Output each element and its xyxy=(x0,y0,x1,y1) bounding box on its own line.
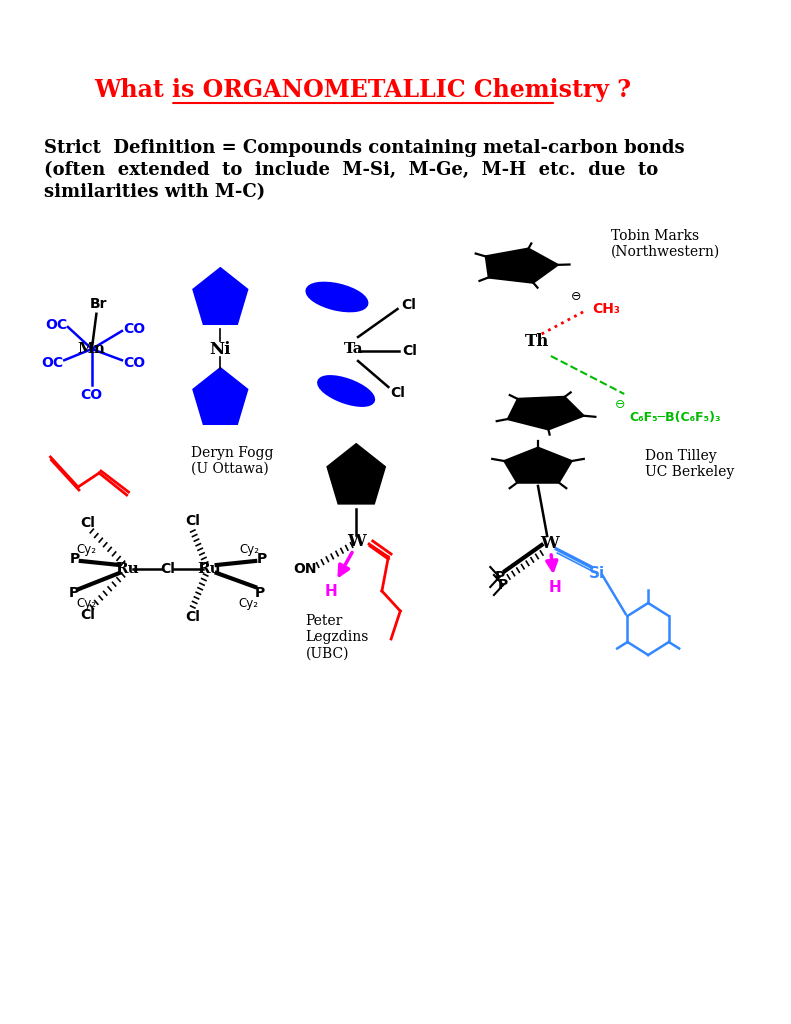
Text: Ru: Ru xyxy=(115,562,138,575)
Text: Cl: Cl xyxy=(402,344,417,358)
Text: CO: CO xyxy=(81,388,103,402)
Text: Ru: Ru xyxy=(198,562,221,575)
Polygon shape xyxy=(194,369,247,423)
Text: H: H xyxy=(324,585,337,599)
Text: P: P xyxy=(70,552,81,566)
Text: Cy₂: Cy₂ xyxy=(76,543,97,555)
Text: Mn: Mn xyxy=(78,342,106,356)
Text: Br: Br xyxy=(89,297,107,311)
Text: Cy₂: Cy₂ xyxy=(238,597,258,609)
Text: What is ORGANOMETALLIC Chemistry ?: What is ORGANOMETALLIC Chemistry ? xyxy=(95,78,632,102)
Text: H: H xyxy=(548,580,561,595)
Polygon shape xyxy=(509,397,583,429)
Text: Cy₂: Cy₂ xyxy=(240,543,259,555)
Text: P: P xyxy=(256,552,267,566)
Text: Cl: Cl xyxy=(401,298,416,312)
Text: OC: OC xyxy=(41,356,63,371)
Text: P: P xyxy=(255,586,265,600)
Text: Cl: Cl xyxy=(81,608,96,622)
Text: Tobin Marks
(Northwestern): Tobin Marks (Northwestern) xyxy=(611,229,720,259)
Text: CO: CO xyxy=(123,322,146,336)
Text: C₆F₅─B(C₆F₅)₃: C₆F₅─B(C₆F₅)₃ xyxy=(629,411,721,424)
Text: CO: CO xyxy=(123,356,146,371)
Text: Deryn Fogg
(U Ottawa): Deryn Fogg (U Ottawa) xyxy=(191,445,274,476)
Text: ON: ON xyxy=(293,562,316,575)
Text: Ni: Ni xyxy=(210,341,231,357)
Text: Cl: Cl xyxy=(161,562,176,575)
Text: CH₃: CH₃ xyxy=(592,302,620,316)
Text: Strict  Definition = Compounds containing metal-carbon bonds: Strict Definition = Compounds containing… xyxy=(44,139,685,157)
Ellipse shape xyxy=(307,284,367,310)
Text: Peter
Legzdins
(UBC): Peter Legzdins (UBC) xyxy=(305,613,369,660)
Text: P: P xyxy=(498,578,509,592)
Text: ⊖: ⊖ xyxy=(570,291,581,303)
Polygon shape xyxy=(505,449,571,482)
Text: W: W xyxy=(346,534,365,551)
Text: Si: Si xyxy=(589,565,605,581)
Text: Ta: Ta xyxy=(343,342,363,356)
Polygon shape xyxy=(328,445,384,503)
Text: Th: Th xyxy=(525,333,549,349)
Text: W: W xyxy=(539,536,558,553)
Text: (often  extended  to  include  M-Si,  M-Ge,  M-H  etc.  due  to: (often extended to include M-Si, M-Ge, M… xyxy=(44,161,658,179)
Text: OC: OC xyxy=(45,318,67,332)
Text: Cl: Cl xyxy=(185,610,200,624)
Text: Don Tilley
UC Berkeley: Don Tilley UC Berkeley xyxy=(645,449,735,479)
Text: Cy₂: Cy₂ xyxy=(76,597,97,609)
Text: Cl: Cl xyxy=(390,386,405,400)
Ellipse shape xyxy=(319,377,373,406)
Polygon shape xyxy=(486,249,557,283)
Text: ⊖: ⊖ xyxy=(615,397,625,411)
Text: Cl: Cl xyxy=(81,516,96,530)
Text: Cl: Cl xyxy=(185,514,200,528)
Text: P: P xyxy=(494,570,505,584)
Polygon shape xyxy=(194,269,247,324)
Text: similarities with M-C): similarities with M-C) xyxy=(44,183,265,201)
Text: P: P xyxy=(68,586,78,600)
